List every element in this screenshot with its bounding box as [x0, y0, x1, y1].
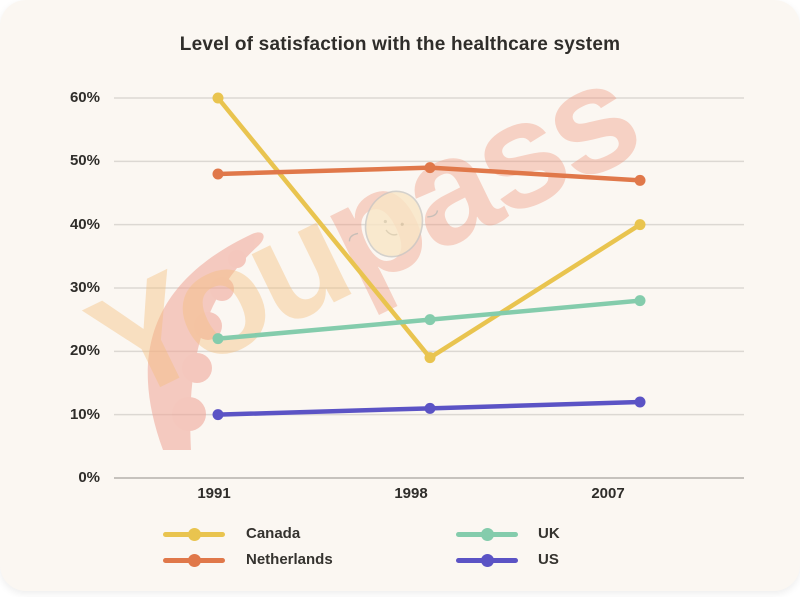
- data-point-netherlands-2007: [634, 174, 646, 186]
- legend-dot-us: [480, 553, 494, 567]
- legend-dot-canada: [187, 527, 201, 541]
- legend-dot-netherlands: [187, 553, 201, 567]
- data-point-us-1998: [424, 402, 436, 414]
- data-point-canada-1991: [212, 92, 224, 104]
- y-axis-tick-label: 0%: [78, 469, 100, 486]
- data-point-us-2007: [634, 396, 646, 408]
- legend-dot-uk: [480, 527, 494, 541]
- data-point-canada-2007: [634, 219, 646, 231]
- y-axis-tick-label: 30%: [69, 279, 100, 296]
- y-axis-tick-label: 40%: [69, 215, 100, 233]
- data-point-uk-1998: [424, 314, 436, 326]
- legend-label-uk: UK: [538, 525, 560, 542]
- legend-label-netherlands: Netherlands: [246, 551, 333, 568]
- y-axis-tick-label: 50%: [69, 152, 100, 170]
- data-point-uk-2007: [634, 295, 646, 307]
- y-axis-tick-label: 20%: [69, 342, 100, 360]
- x-axis-tick-label: 1998: [394, 485, 428, 502]
- data-point-uk-1991: [212, 333, 224, 345]
- chart-title: Level of satisfaction with the healthcar…: [179, 34, 621, 55]
- y-axis-tick-label: 10%: [69, 405, 100, 423]
- data-point-netherlands-1998: [424, 162, 436, 174]
- x-axis-tick-label: 2007: [591, 485, 625, 502]
- legend-label-canada: Canada: [246, 525, 301, 542]
- data-point-canada-1998: [424, 352, 436, 364]
- legend-label-us: US: [538, 551, 559, 568]
- x-axis-tick-label: 1991: [197, 485, 231, 502]
- data-point-us-1991: [212, 409, 224, 421]
- y-axis-tick-label: 60%: [69, 89, 100, 106]
- data-point-netherlands-1991: [212, 168, 224, 180]
